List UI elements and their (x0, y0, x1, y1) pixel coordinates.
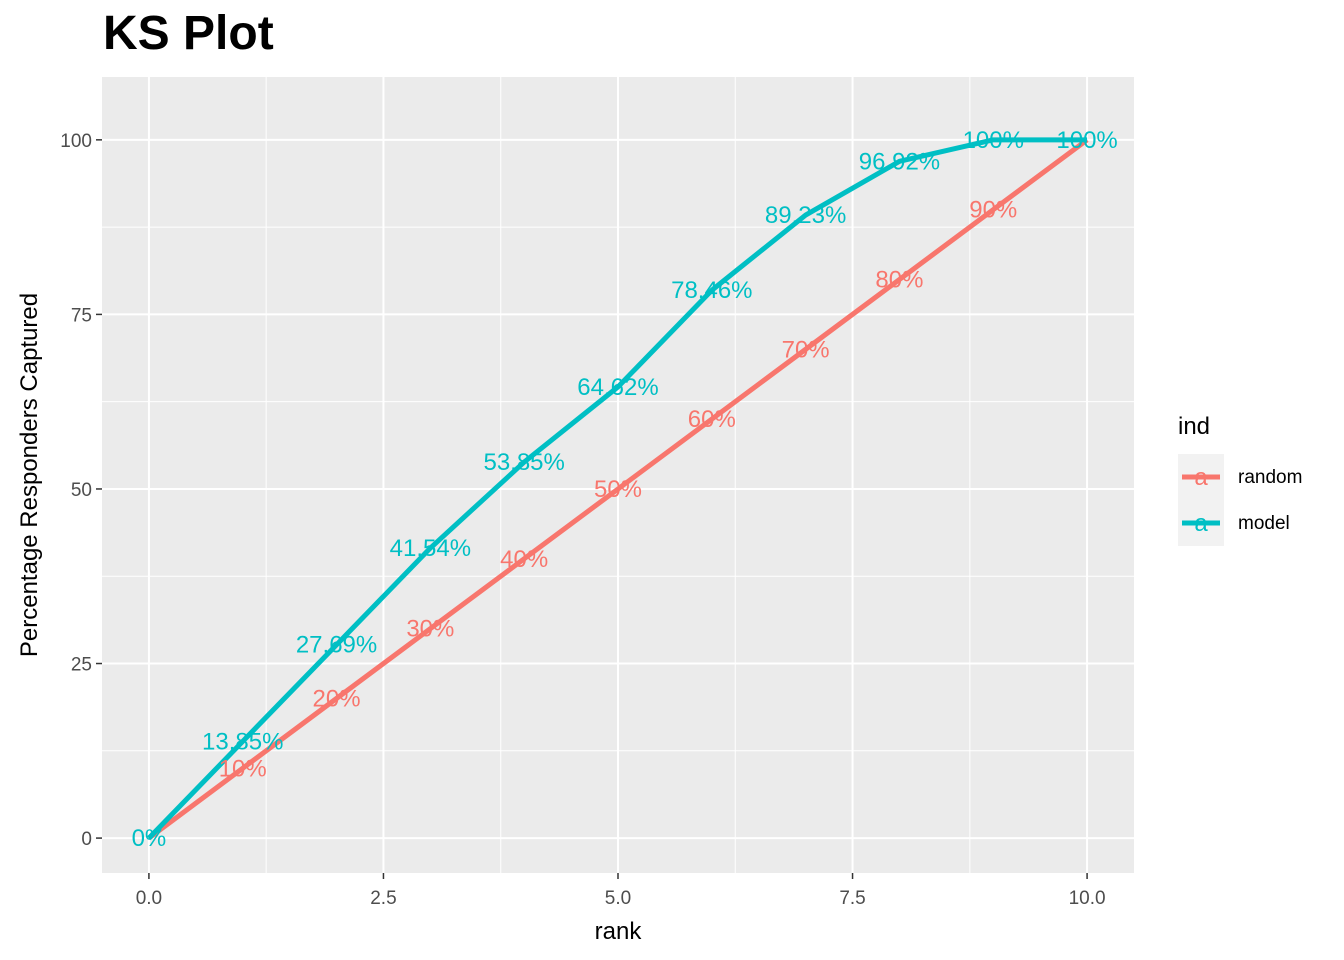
data-label-model: 0% (132, 825, 167, 852)
data-label-model: 64.62% (577, 374, 658, 401)
x-tick-label: 2.5 (370, 888, 396, 909)
legend-glyph-model: a (1194, 510, 1208, 537)
x-axis: 0.0 2.5 5.0 7.5 10.0 (136, 873, 1106, 909)
legend-glyph-random: a (1194, 464, 1208, 491)
data-label-random: 10% (219, 755, 267, 782)
data-label-model: 89.23% (765, 202, 846, 229)
series-line-random (147, 137, 1089, 841)
y-axis-title: Percentage Responders Captured (16, 293, 43, 657)
x-tick-label: 7.5 (839, 888, 865, 909)
x-tick-label: 5.0 (605, 888, 631, 909)
series-lines (147, 137, 1089, 841)
legend-label-random: random (1238, 467, 1302, 488)
chart-title: KS Plot (103, 7, 274, 60)
data-label-model: 53.85% (483, 449, 564, 476)
data-label-random: 80% (875, 266, 923, 293)
series-line-model (147, 137, 1088, 840)
data-label-model: 13.85% (202, 728, 283, 755)
legend: ind a random a model (1178, 413, 1302, 546)
data-label-model: 78.46% (671, 277, 752, 304)
x-tick-label: 10.0 (1069, 888, 1106, 909)
data-label-random: 50% (594, 476, 642, 503)
y-tick-label: 0 (81, 829, 92, 850)
data-label-random: 60% (688, 406, 736, 433)
legend-title: ind (1178, 413, 1210, 440)
data-label-model: 27.69% (296, 632, 377, 659)
data-label-random: 70% (782, 336, 830, 363)
y-tick-label: 50 (71, 480, 92, 501)
x-axis-title: rank (595, 918, 643, 945)
y-tick-label: 75 (71, 305, 92, 326)
data-labels: 10% 20% 30% 40% 50% 60% 70% 80% 90% 0% 13.85% 27.69… (132, 127, 1118, 852)
data-label-model: 100% (1056, 127, 1117, 154)
data-label-random: 20% (313, 685, 361, 712)
legend-label-model: model (1238, 513, 1290, 534)
data-label-random: 90% (969, 197, 1017, 224)
x-tick-label: 0.0 (136, 888, 162, 909)
data-label-model: 41.54% (390, 535, 471, 562)
data-label-random: 40% (500, 546, 548, 573)
y-tick-label: 25 (71, 655, 92, 676)
data-label-model: 96.92% (859, 148, 940, 175)
y-axis: 0 25 50 75 100 (60, 131, 102, 850)
data-label-model: 100% (963, 127, 1024, 154)
data-label-random: 30% (406, 616, 454, 643)
y-tick-label: 100 (60, 131, 92, 152)
